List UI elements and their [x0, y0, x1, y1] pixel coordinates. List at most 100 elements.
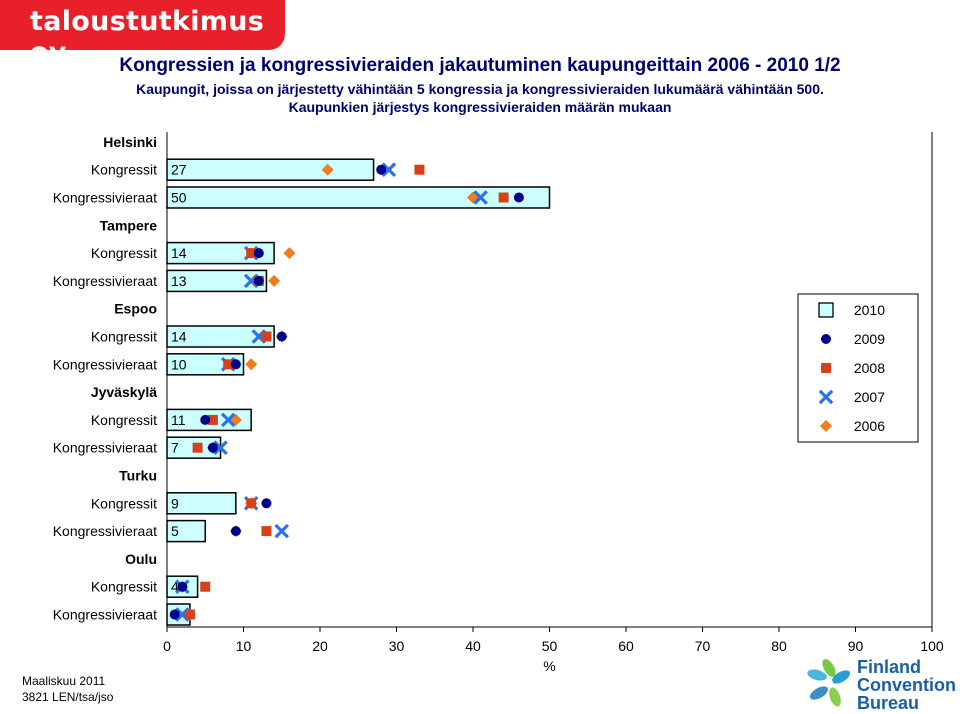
legend-marker-2007: [818, 389, 834, 405]
city-label: Turku: [119, 468, 157, 484]
marker-2009: [200, 414, 211, 425]
legend-box: [797, 293, 919, 443]
bar-value-label: 5: [171, 523, 179, 539]
marker-2009: [276, 331, 287, 342]
marker-2008: [207, 414, 218, 425]
city-label: Jyväskylä: [91, 384, 157, 400]
marker-2009: [253, 275, 264, 286]
x-axis-label: %: [543, 658, 555, 674]
marker-2009: [207, 442, 218, 453]
marker-2008: [223, 359, 234, 370]
marker-2009: [513, 192, 524, 203]
bar-2010: [166, 158, 375, 181]
bar-value-label: 7: [171, 440, 179, 456]
legend-marker-2009: [821, 334, 831, 344]
logo-line-2: Convention: [857, 675, 955, 695]
x-tick-label: 60: [618, 638, 634, 654]
bar-value-label: 11: [171, 412, 186, 428]
row-label: Kongressivieraat: [53, 440, 157, 456]
row-label: Kongressit: [91, 412, 157, 428]
marker-2006: [321, 163, 334, 176]
x-tick-label: 100: [920, 638, 944, 654]
marker-2009: [230, 359, 241, 370]
marker-2007: [274, 523, 290, 539]
row-label: Kongressit: [91, 329, 157, 345]
marker-2006: [283, 247, 296, 260]
city-label: Espoo: [114, 301, 157, 317]
x-tick-label: 0: [163, 638, 171, 654]
x-tick-label: 90: [848, 638, 864, 654]
x-tick-label: 70: [695, 638, 711, 654]
brand-banner: taloustutkimus oy: [0, 0, 285, 68]
x-tick-label: 10: [236, 638, 252, 654]
marker-2008: [261, 526, 272, 537]
chart-subtitle-criteria: Kaupungit, joissa on järjestetty vähintä…: [136, 81, 824, 97]
legend-label-2008: 2008: [854, 360, 885, 376]
marker-2008: [184, 609, 195, 620]
row-label: Kongressit: [91, 579, 157, 595]
footer-reference: 3821 LEN/tsa/jso: [22, 690, 114, 704]
logo-line-3: Bureau: [857, 693, 919, 711]
city-label: Helsinki: [103, 134, 157, 150]
marker-2009: [169, 609, 180, 620]
x-tick-label: 30: [389, 638, 405, 654]
legend-label-2007: 2007: [854, 389, 885, 405]
legend-label-2010: 2010: [854, 302, 885, 318]
x-tick-label: 50: [542, 638, 558, 654]
x-tick-label: 20: [312, 638, 328, 654]
marker-2009: [376, 164, 387, 175]
marker-2008: [246, 498, 257, 509]
footer: Maaliskuu 2011 3821 LEN/tsa/jso: [22, 673, 113, 705]
marker-2008: [200, 581, 211, 592]
legend-label-2009: 2009: [854, 331, 885, 347]
bar-value-label: 50: [171, 190, 187, 206]
marker-2008: [246, 248, 257, 259]
marker-2009: [177, 581, 188, 592]
logo-line-1: Finland: [857, 657, 921, 677]
marker-2006: [245, 358, 258, 371]
x-tick-label: 40: [465, 638, 481, 654]
chart-title: Kongressien ja kongressivieraiden jakaut…: [119, 55, 841, 76]
city-label: Oulu: [125, 551, 157, 567]
legend-label-2006: 2006: [854, 418, 885, 434]
marker-2007: [213, 440, 228, 455]
marker-2008: [192, 442, 203, 453]
brand-name: taloustutkimus oy: [30, 6, 265, 68]
bar-value-label: 9: [171, 495, 179, 511]
chart-subtitle-ordering: Kaupunkien järjestys kongressivieraiden …: [288, 99, 672, 115]
legend-marker-2008: [821, 363, 831, 373]
bar-value-label: 27: [171, 162, 187, 178]
finland-convention-bureau-logo: Finland Convention Bureau: [807, 657, 955, 711]
row-label: Kongressit: [91, 162, 157, 178]
row-label: Kongressivieraat: [53, 356, 157, 372]
city-label: Tampere: [100, 217, 158, 233]
marker-2009: [261, 498, 272, 509]
row-label: Kongressivieraat: [53, 190, 157, 206]
legend-marker-2006: [820, 420, 832, 432]
row-label: Kongressivieraat: [53, 607, 157, 623]
marker-2006: [268, 274, 281, 287]
bar-value-label: 14: [171, 245, 187, 261]
marker-2009: [230, 526, 241, 537]
row-label: Kongressivieraat: [53, 273, 157, 289]
row-label: Kongressit: [91, 245, 157, 261]
marker-2008: [498, 192, 509, 203]
bar-value-label: 10: [171, 356, 187, 372]
bar-2010: [166, 186, 551, 209]
marker-2007: [381, 162, 397, 177]
bar-value-label: 4: [171, 579, 179, 595]
marker-2008: [261, 331, 272, 342]
bar-value-label: 13: [171, 273, 187, 289]
bar-value-label: 14: [171, 329, 187, 345]
flower-icon: [807, 658, 851, 707]
footer-date: Maaliskuu 2011: [22, 674, 106, 688]
marker-2007: [473, 190, 488, 205]
marker-2007: [220, 412, 236, 428]
x-tick-label: 80: [771, 638, 787, 654]
row-label: Kongressit: [91, 495, 157, 511]
legend-marker-2010: [818, 302, 834, 318]
marker-2008: [414, 164, 425, 175]
row-label: Kongressivieraat: [53, 523, 157, 539]
marker-2009: [253, 248, 264, 259]
